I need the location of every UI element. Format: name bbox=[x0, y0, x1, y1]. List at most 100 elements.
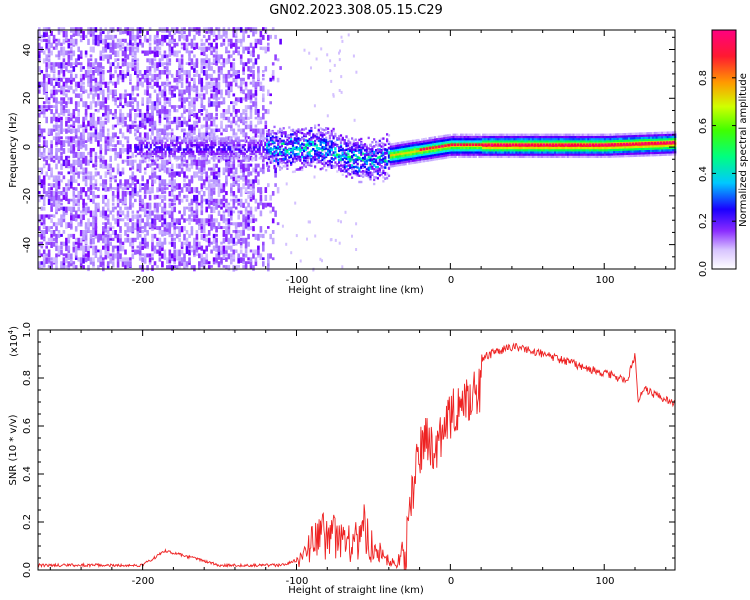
spectrogram-cell bbox=[153, 245, 157, 250]
spectrogram-cell bbox=[156, 187, 159, 193]
spectrogram-cell bbox=[77, 257, 80, 262]
spectrogram-cell bbox=[387, 154, 391, 157]
spectrogram-cell bbox=[284, 146, 287, 149]
spectrogram-cell bbox=[161, 253, 164, 259]
spectrogram-cell bbox=[70, 85, 73, 90]
spectrogram-cell bbox=[402, 156, 405, 159]
spectrogram-cell bbox=[131, 58, 135, 62]
spectrogram-cell bbox=[247, 183, 250, 190]
spectrogram-cell bbox=[259, 233, 263, 238]
spectrogram-cell bbox=[198, 167, 201, 174]
spectrogram-cell bbox=[200, 261, 204, 268]
spectrogram-cell bbox=[65, 109, 68, 113]
spectrogram-cell bbox=[264, 148, 267, 151]
spectrogram-cell bbox=[142, 154, 145, 158]
spectrogram-cell bbox=[290, 154, 293, 157]
spectrogram-cell bbox=[153, 159, 157, 166]
spectrogram-cell bbox=[72, 206, 76, 212]
spectrogram-cell bbox=[321, 155, 324, 158]
spectrogram-cell bbox=[347, 153, 350, 156]
spectrogram-cell bbox=[116, 249, 120, 254]
spectrogram-cell bbox=[173, 93, 176, 98]
spectrogram-cell bbox=[194, 157, 197, 160]
spectrogram-cell bbox=[347, 150, 350, 153]
spectrogram-cell bbox=[232, 155, 236, 161]
spectrogram-cell bbox=[99, 105, 103, 110]
spectrogram-cell bbox=[97, 109, 100, 113]
spectrogram-cell bbox=[286, 164, 289, 167]
spectrogram-cell bbox=[232, 175, 236, 181]
spectrogram-cell bbox=[60, 120, 63, 126]
spectrogram-cell bbox=[295, 146, 298, 149]
spectrogram-cell bbox=[212, 154, 215, 158]
spectrogram-cell bbox=[57, 124, 61, 129]
spectrogram-cell bbox=[369, 175, 372, 179]
spectrogram-cell bbox=[148, 191, 152, 195]
spectrogram-cell bbox=[266, 139, 269, 142]
spectrogram-cell bbox=[179, 141, 182, 145]
spectrogram-cell bbox=[92, 257, 95, 262]
spectrogram-cell bbox=[234, 27, 238, 32]
spectrogram-cell bbox=[92, 214, 95, 220]
spectrogram-cell bbox=[126, 183, 130, 188]
spectrogram-cell bbox=[230, 237, 233, 244]
spectrogram-cell bbox=[371, 158, 374, 161]
spectrogram-cell bbox=[119, 241, 122, 246]
spectrogram-cell bbox=[332, 145, 335, 148]
spectrogram-cell bbox=[249, 81, 253, 85]
spectrogram-cell bbox=[205, 187, 208, 191]
spectrogram-cell bbox=[319, 151, 322, 155]
spectrogram-cell bbox=[242, 218, 245, 223]
spectrogram-cell bbox=[267, 143, 271, 146]
spectrogram-cell bbox=[349, 157, 352, 160]
spectrogram-cell bbox=[205, 233, 208, 237]
spectrogram-cell bbox=[312, 160, 315, 163]
spectrogram-cell bbox=[175, 265, 179, 270]
spectrogram-cell bbox=[114, 70, 117, 74]
spectrogram-cell bbox=[363, 156, 367, 159]
spectrogram-cell bbox=[151, 171, 154, 178]
spectrogram-cell bbox=[178, 226, 181, 232]
spectrogram-cell bbox=[299, 145, 302, 148]
spectrogram-cell bbox=[237, 27, 240, 30]
spectrogram-cell bbox=[153, 171, 157, 178]
spectrogram-cell bbox=[380, 149, 383, 152]
spectrogram-cell bbox=[303, 138, 306, 141]
spectrogram-cell bbox=[286, 150, 289, 153]
spectrogram-cell bbox=[155, 141, 158, 145]
spectrogram-cell bbox=[193, 124, 196, 131]
spectrogram-cell bbox=[148, 70, 152, 76]
spectrogram-cell bbox=[173, 135, 176, 138]
spectrogram-cell bbox=[234, 265, 238, 271]
spectrogram-cell bbox=[256, 150, 259, 153]
spectrogram-cell bbox=[84, 34, 88, 39]
spectrogram-cell bbox=[216, 150, 219, 153]
spectrogram-cell bbox=[158, 70, 162, 75]
spectrogram-cell bbox=[131, 27, 135, 32]
spectrogram-cell bbox=[190, 152, 193, 156]
spectrogram-cell bbox=[193, 54, 196, 58]
spectrogram-cell bbox=[121, 183, 125, 187]
spectrogram-cell bbox=[157, 150, 160, 153]
spectrogram-cell bbox=[380, 151, 383, 154]
spectrogram-cell bbox=[369, 167, 372, 170]
spectrogram-cell bbox=[212, 31, 216, 37]
spectrogram-cell bbox=[332, 94, 335, 98]
spectrogram-cell bbox=[55, 206, 58, 213]
spectrogram-cell bbox=[94, 230, 98, 236]
spectrogram-cell bbox=[50, 241, 53, 248]
spectrogram-cell bbox=[212, 116, 216, 122]
spectrogram-cell bbox=[42, 38, 46, 42]
spectrogram-cell bbox=[254, 42, 258, 49]
spectrogram-cell bbox=[336, 153, 339, 156]
spectrogram-cell bbox=[242, 257, 245, 262]
spectrogram-cell bbox=[161, 54, 164, 61]
spectrogram-cell bbox=[70, 73, 73, 81]
spectrogram-cell bbox=[52, 85, 56, 89]
spectrogram-cell bbox=[249, 146, 252, 149]
spectrogram-cell bbox=[304, 146, 307, 149]
spectrogram-cell bbox=[134, 54, 137, 60]
spectrogram-cell bbox=[238, 150, 241, 153]
spectrogram-cell bbox=[257, 66, 260, 73]
spectrogram-cell bbox=[155, 157, 158, 160]
